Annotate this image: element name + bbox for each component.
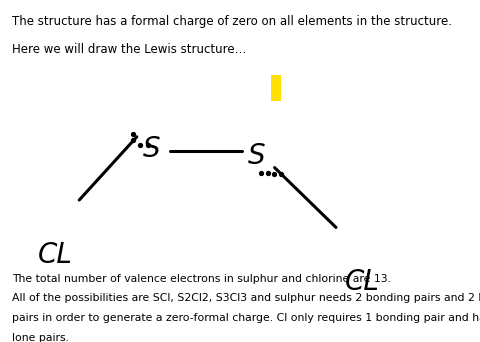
Text: All of the possibilities are SCl, S2Cl2, S3Cl3 and sulphur needs 2 bonding pairs: All of the possibilities are SCl, S2Cl2,… [12,293,480,303]
Text: The total number of valence electrons in sulphur and chlorine are 13.: The total number of valence electrons in… [12,274,391,284]
Text: pairs in order to generate a zero-formal charge. Cl only requires 1 bonding pair: pairs in order to generate a zero-formal… [12,313,480,323]
Text: The structure has a formal charge of zero on all elements in the structure.: The structure has a formal charge of zer… [12,15,452,28]
Bar [271,75,281,101]
Text: lone pairs.: lone pairs. [12,333,69,342]
Text: S: S [248,142,265,170]
Text: S: S [143,135,160,163]
Text: CL: CL [345,268,380,296]
Text: CL: CL [38,241,72,269]
Text: Here we will draw the Lewis structure…: Here we will draw the Lewis structure… [12,43,246,56]
